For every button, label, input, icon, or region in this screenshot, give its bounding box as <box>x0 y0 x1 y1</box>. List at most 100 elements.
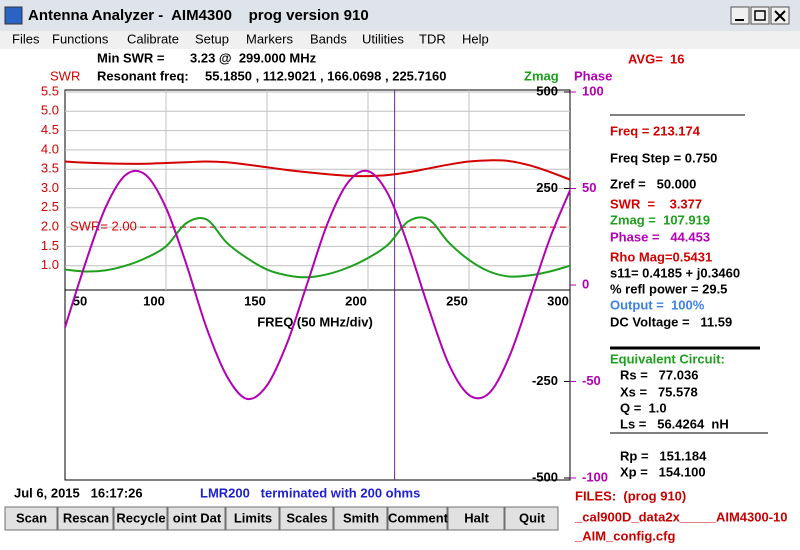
circuit-item: Ls = 56.4264 nH <box>620 416 729 431</box>
menu-item[interactable]: Help <box>462 31 489 46</box>
maximize-button[interactable] <box>750 6 770 25</box>
circuit-item: Xp = 154.100 <box>620 464 706 479</box>
reading: SWR = 3.377 <box>610 196 702 211</box>
y-tick-label: 1.5 <box>41 238 59 253</box>
circuit-item: Rp = 151.184 <box>620 448 707 463</box>
avg: AVG= 16 <box>628 51 684 66</box>
y2-tick-label: -250 <box>532 373 558 388</box>
x-tick-label: 100 <box>143 293 165 308</box>
button-face[interactable] <box>447 506 505 531</box>
side-panel: Freq = 213.174 Freq Step = 0.750 Zref = … <box>610 114 768 479</box>
button[interactable]: Quit <box>504 506 559 531</box>
button-label[interactable]: Scan <box>16 510 47 525</box>
button[interactable]: Rescan <box>57 506 114 531</box>
reference-label: SWR= 2.00 <box>70 219 137 234</box>
button-face[interactable] <box>225 506 280 531</box>
files-label: FILES: (prog 910) <box>575 488 686 503</box>
y3-tick-label: -50 <box>582 373 601 388</box>
button-label[interactable]: Scales <box>286 510 327 525</box>
x-tick-label: 50 <box>73 293 87 308</box>
button[interactable]: Limits <box>225 506 280 531</box>
plot: 50 100 150 200 250 300 FREQ (50 MHz/div) 1.0 1.5… <box>41 68 612 484</box>
x-tick-label: 150 <box>244 293 266 308</box>
button-label[interactable]: oint Dat <box>173 510 222 525</box>
button-face[interactable] <box>333 506 388 531</box>
min-swr-label: Min SWR = <box>97 50 165 65</box>
y2-tick-label: 500 <box>536 83 558 98</box>
button-label[interactable]: Halt <box>464 510 489 525</box>
button-face[interactable] <box>4 506 58 531</box>
button[interactable]: oint Dat <box>167 506 226 531</box>
button-face[interactable] <box>504 506 559 531</box>
button[interactable]: Smith <box>333 506 388 531</box>
button-face[interactable] <box>57 506 114 531</box>
datetime: Jul 6, 2015 16:17:26 <box>14 485 143 500</box>
menu-item[interactable]: Files <box>12 31 40 46</box>
axis-title: Zmag <box>524 68 559 83</box>
button-label[interactable]: Smith <box>343 510 379 525</box>
reading: Rho Mag=0.5431 <box>610 249 712 264</box>
file-name: _AIM_config.cfg <box>574 528 675 543</box>
menu-item[interactable]: Functions <box>52 31 109 46</box>
window-controls[interactable] <box>730 6 790 25</box>
button-face[interactable] <box>167 506 226 531</box>
button-label[interactable]: Quit <box>519 510 546 525</box>
close-icon <box>774 10 786 22</box>
resonant-values: 55.1850 , 112.9021 , 166.0698 , 225.7160 <box>205 68 446 83</box>
button-label[interactable]: Recycle <box>116 510 165 525</box>
menu: Files Functions Calibrate Setup Markers Bands… <box>12 31 489 46</box>
reading: Output = 100% <box>610 297 705 312</box>
menu-item[interactable]: Utilities <box>362 31 404 46</box>
button[interactable]: Recycle <box>113 506 168 531</box>
button-face[interactable] <box>387 506 448 531</box>
y2-tick-label: 250 <box>536 180 558 195</box>
reading: Phase = 44.453 <box>610 229 710 244</box>
y-tick-label: 4.0 <box>41 141 59 156</box>
button-label[interactable]: Limits <box>234 510 272 525</box>
button[interactable]: Scales <box>279 506 334 531</box>
circuit-item: Q = 1.0 <box>620 400 667 415</box>
button[interactable]: Halt <box>447 506 505 531</box>
y-tick-label: 1.0 <box>41 257 59 272</box>
menu-item[interactable]: Calibrate <box>127 31 179 46</box>
file-name: _cal900D_data2x_____AIM4300-10 <box>574 509 788 524</box>
button-face[interactable] <box>113 506 168 531</box>
reading: Zmag = 107.919 <box>610 212 710 227</box>
menu-item[interactable]: Setup <box>195 31 229 46</box>
menu-item[interactable]: Bands <box>310 31 347 46</box>
y-tick-label: 4.5 <box>41 122 59 137</box>
circuit-title: Equivalent Circuit: <box>610 351 725 366</box>
button[interactable]: Comment <box>387 506 449 531</box>
x-axis-label: FREQ (50 MHz/div) <box>257 314 373 329</box>
button[interactable]: Scan <box>4 506 58 531</box>
series-line <box>64 169 571 401</box>
y3-tick-label: 50 <box>582 180 596 195</box>
series-line <box>64 216 571 279</box>
window-title: Antenna Analyzer - AIM4300 prog version … <box>28 7 369 24</box>
app-icon <box>4 6 23 25</box>
reading: Freq Step = 0.750 <box>610 150 717 165</box>
y-tick-label: 3.0 <box>41 180 59 195</box>
reading: s11= 0.4185 + j0.3460 <box>610 265 740 280</box>
maximize-icon <box>754 10 766 21</box>
button-face[interactable] <box>279 506 334 531</box>
menu-bar <box>0 31 800 49</box>
reading: DC Voltage = 11.59 <box>610 314 732 329</box>
x-tick-label: 300 <box>547 293 569 308</box>
series-line <box>64 159 571 181</box>
menu-item[interactable]: Markers <box>246 31 293 46</box>
button-bar: Scan Rescan Recycle oint Dat Limits Scales Smi… <box>4 506 559 531</box>
y3-tick-label: 0 <box>582 276 589 291</box>
reading: Zref = 50.000 <box>610 176 696 191</box>
reading: % refl power = 29.5 <box>610 281 727 296</box>
button-label[interactable]: Comment <box>388 510 449 525</box>
y-tick-label: 5.0 <box>41 103 59 118</box>
y3-tick-label: 100 <box>582 83 604 98</box>
y-tick-label: 2.5 <box>41 199 59 214</box>
menu-item[interactable]: TDR <box>419 31 446 46</box>
button-label[interactable]: Rescan <box>63 510 109 525</box>
y-tick-label: 3.5 <box>41 161 59 176</box>
y-tick-label: 2.0 <box>41 219 59 234</box>
minimize-button[interactable] <box>730 6 750 25</box>
